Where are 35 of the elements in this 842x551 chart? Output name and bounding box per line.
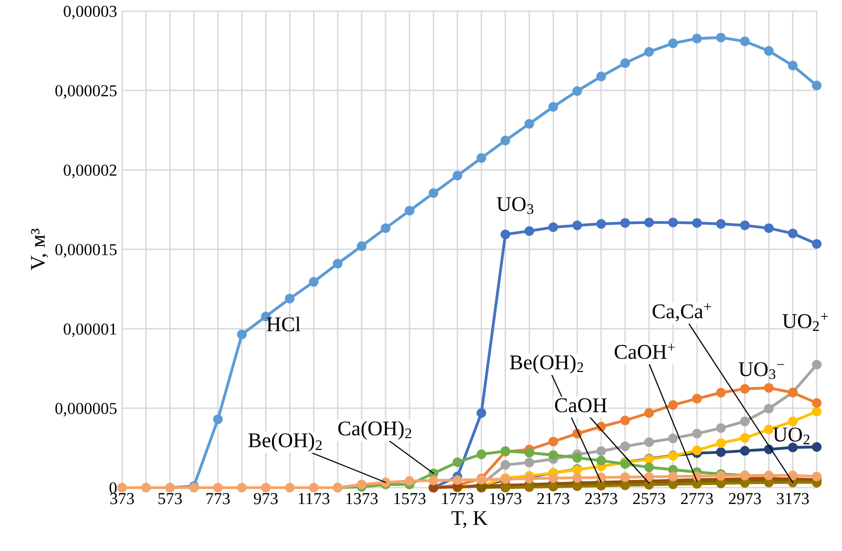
annotation: CaOH: [555, 398, 607, 412]
x-axis-title: T, K: [451, 511, 488, 528]
annotation: UO$_{3}$: [496, 197, 534, 214]
x-tick-label: 2973: [728, 493, 761, 504]
x-tick-label: 573: [158, 493, 182, 504]
x-tick-label: 1573: [394, 493, 426, 504]
x-tick-label: 2373: [585, 493, 618, 504]
annotation: UO$_{3}$$^{−}$: [738, 362, 784, 380]
annotation: Ca,Ca$^{+}$: [652, 303, 711, 322]
y-tick-label: 0,000005: [55, 402, 117, 417]
y-tick-label: 0: [110, 482, 117, 494]
x-tick-label: 2773: [681, 493, 713, 504]
x-tick-label: 973: [254, 493, 278, 504]
x-tick-label: 1773: [442, 493, 474, 504]
annotation: Ca(OH)$_{2}$: [338, 420, 412, 440]
annotation: CaOH$^{+}$: [614, 344, 675, 359]
y-axis-title: V, м³: [31, 228, 48, 270]
x-tick-label: 3173: [776, 493, 809, 504]
x-tick-label: 1973: [490, 493, 522, 504]
annotation: Be(OH)$_{2}$: [510, 354, 584, 374]
y-tick-label: 0,000025: [55, 85, 117, 99]
y-tick-label: 0,00003: [64, 6, 117, 20]
x-tick-label: 373: [110, 493, 134, 504]
x-tick-label: 1173: [298, 493, 330, 504]
y-tick-label: 0,00002: [64, 164, 116, 178]
x-tick-label: 773: [206, 493, 230, 504]
x-tick-label: 2173: [537, 493, 570, 504]
x-tick-label: 1373: [346, 493, 378, 504]
annotation: UO$_{2}$$^{+}$: [782, 313, 828, 331]
x-tick-label: 2573: [633, 493, 666, 504]
annotation: UO$_{2}$: [773, 428, 810, 444]
annotation: Be(OH)$_{2}$: [248, 432, 322, 452]
y-tick-label: 0,000015: [55, 244, 117, 258]
y-tick-label: 0,00001: [64, 323, 116, 338]
annotation: HCl: [266, 316, 300, 332]
